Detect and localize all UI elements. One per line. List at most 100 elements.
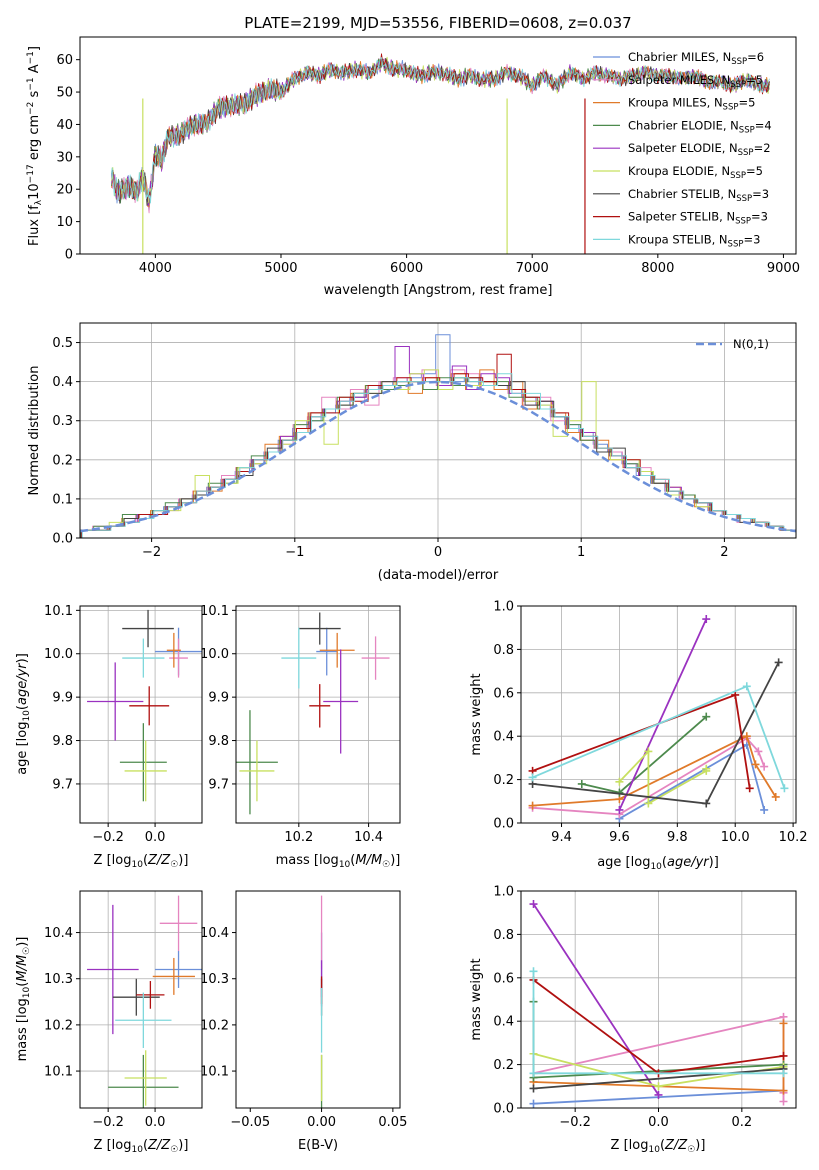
y-tick-label: 0.2 xyxy=(52,453,73,468)
weight-marker xyxy=(779,1051,788,1060)
axes-frame: −0.2 0.0 9.7 9.8 9.9 10.0 10.1 xyxy=(44,604,203,845)
x-tick-label: 9.6 xyxy=(609,830,630,845)
x-tick-label: 10.0 xyxy=(721,830,750,845)
y-tick-label: 0.8 xyxy=(493,643,514,658)
weight-marker xyxy=(754,747,763,756)
errorbar-point-series-8 xyxy=(129,686,170,726)
x-axis-label: age [log10(age/yr)] xyxy=(597,855,719,872)
histogram-series-6 xyxy=(80,369,796,538)
weight-line-series-1 xyxy=(615,740,769,823)
errorbar-point-series-8 xyxy=(309,684,331,728)
x-tick-label: 5000 xyxy=(264,261,297,276)
y-tick-label: 0.1 xyxy=(52,492,73,507)
errorbar-point-series-5 xyxy=(87,904,139,1035)
x-tick-label: 7000 xyxy=(516,261,549,276)
axes-frame: −0.2 0.0 10.1 10.2 10.3 10.4 xyxy=(44,890,203,1130)
panel-8: −0.2 0.0 0.2 0.0 0.2 0.4 0.6 0.8 1.0 Z [log10(Z/Z… xyxy=(469,885,797,1155)
y-tick-label: 0.3 xyxy=(52,414,73,429)
legend-label: Salpeter MILES, NSSP=5 xyxy=(628,73,763,90)
errorbar-point-series-3 xyxy=(319,632,355,668)
y-tick-label: 0.4 xyxy=(52,375,73,390)
x-tick-label: 10.2 xyxy=(779,830,808,845)
errorbar-point-series-7 xyxy=(112,978,160,1016)
weight-marker xyxy=(779,1069,788,1078)
x-tick-label: −0.2 xyxy=(559,1115,591,1130)
y-tick-label: 1.0 xyxy=(493,885,514,900)
errorbar-point-series-6 xyxy=(239,740,275,802)
normal-curve xyxy=(80,380,796,533)
x-tick-label: −1 xyxy=(285,545,304,560)
axes-frame: −0.05 0.00 0.05 10.1 10.2 10.3 10.4 xyxy=(200,890,407,1130)
weight-line-series-6 xyxy=(615,747,711,808)
errorbar-point-series-5 xyxy=(323,649,359,754)
axes-border xyxy=(520,605,797,824)
x-tick-label: −0.2 xyxy=(92,1115,124,1130)
legend-label: Kroupa MILES, NSSP=5 xyxy=(628,96,755,113)
weight-marker xyxy=(654,1082,663,1091)
weight-marker xyxy=(760,805,769,814)
y-tick-label: 0.4 xyxy=(493,730,514,745)
legend-label: Salpeter STELIB, NSSP=3 xyxy=(628,210,768,227)
y-tick-label: 0.0 xyxy=(493,1102,514,1117)
weight-marker xyxy=(751,760,760,769)
y-tick-label: 50 xyxy=(56,86,73,101)
weight-marker xyxy=(529,1084,538,1093)
axes-border xyxy=(235,890,401,1109)
x-axis-label: (data-model)/error xyxy=(378,568,499,583)
plot-area xyxy=(236,612,390,815)
legend-label: Chabrier MILES, NSSP=6 xyxy=(628,50,764,67)
y-axis-label: mass [log10(M/M☉)] xyxy=(15,937,32,1062)
y-tick-label: 0.5 xyxy=(52,336,73,351)
y-tick-label: 1.0 xyxy=(493,600,514,615)
x-axis-label: Z [log10(Z/Z☉)] xyxy=(611,1138,706,1155)
errorbar-point-series-7 xyxy=(122,609,174,648)
weight-line-series-5 xyxy=(529,900,663,1099)
weight-marker xyxy=(760,762,769,771)
axes-frame: 4000 5000 6000 7000 8000 9000 0 10 20 30 40 50 60 xyxy=(56,36,800,276)
x-tick-label: 0.0 xyxy=(145,830,166,845)
x-tick-label: 4000 xyxy=(139,261,172,276)
errorbar-point-series-4 xyxy=(108,1054,179,1108)
y-tick-label: 20 xyxy=(56,183,73,198)
panel-6: −0.2 0.0 10.1 10.2 10.3 10.4 Z [log10(Z/Z☉)] ma… xyxy=(15,890,203,1155)
weight-marker xyxy=(529,1099,538,1108)
x-tick-label: 0.0 xyxy=(145,1115,166,1130)
weight-marker xyxy=(529,900,538,909)
x-tick-label: 9000 xyxy=(767,261,800,276)
weight-line xyxy=(532,734,777,807)
weight-line xyxy=(618,618,708,811)
weight-marker xyxy=(702,799,711,808)
weight-marker xyxy=(774,658,783,667)
y-tick-label: 9.8 xyxy=(208,734,229,749)
plot-area xyxy=(528,615,789,823)
legend-label: Chabrier STELIB, NSSP=3 xyxy=(628,187,769,204)
y-tick-label: 40 xyxy=(56,118,73,133)
x-tick-label: 0.00 xyxy=(307,1115,336,1130)
y-tick-label: 10.1 xyxy=(200,604,229,619)
histogram-series-4 xyxy=(80,377,796,531)
weight-marker xyxy=(731,690,740,699)
errorbar-point-series-6 xyxy=(124,1050,167,1106)
x-tick-label: −0.2 xyxy=(92,830,124,845)
panel-3: −0.2 0.0 9.7 9.8 9.9 10.0 10.1 Z [log10(Z/Z☉)] a… xyxy=(15,604,203,870)
errorbar-point-series-4 xyxy=(236,710,278,815)
y-tick-label: 10.4 xyxy=(200,926,229,941)
legend-label-normal: N(0,1) xyxy=(733,337,769,351)
y-axis-label: mass weight xyxy=(469,958,484,1040)
legend-spectra: Chabrier MILES, NSSP=6 Salpeter MILES, NS… xyxy=(593,50,772,249)
spectrum-line-series-7 xyxy=(111,57,770,206)
x-tick-label: 9.8 xyxy=(667,830,688,845)
panel-7: −0.05 0.00 0.05 10.1 10.2 10.3 10.4 E(B-V) xyxy=(200,890,407,1153)
weight-line-series-7 xyxy=(528,658,783,808)
x-tick-label: 0.2 xyxy=(731,1115,752,1130)
y-tick-label: 10.1 xyxy=(44,604,73,619)
errorbar-point-series-9 xyxy=(115,992,172,1048)
weight-marker xyxy=(779,1019,788,1028)
panel-2: −2 −1 0 1 2 0.0 0.1 0.2 0.3 0.4 0.5 N(0,1) (data-mod… xyxy=(27,322,797,583)
x-axis-label: wavelength [Angstrom, rest frame] xyxy=(324,283,553,298)
y-tick-label: 0.4 xyxy=(493,1015,514,1030)
y-tick-label: 10.3 xyxy=(44,972,73,987)
y-tick-label: 9.9 xyxy=(52,691,73,706)
y-tick-label: 0.6 xyxy=(493,971,514,986)
